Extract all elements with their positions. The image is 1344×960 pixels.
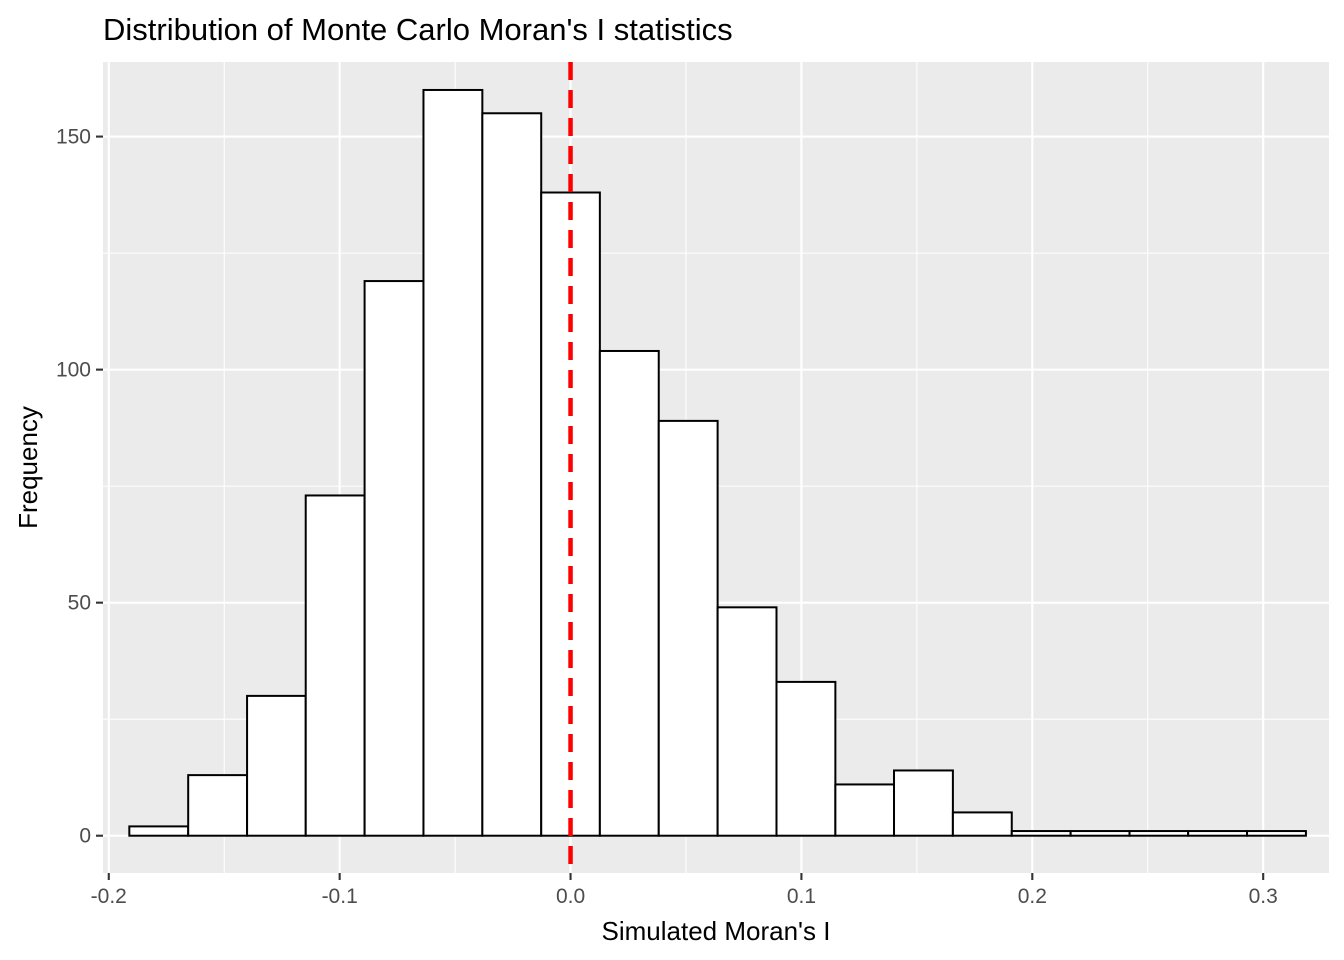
x-axis: -0.2 -0.1 0.0 0.1 0.2 0.3 <box>91 873 1278 908</box>
histogram-bar <box>1069 830 1131 837</box>
y-tick-label: 150 <box>56 126 91 149</box>
histogram-bar <box>128 825 190 837</box>
histogram-bar <box>246 694 307 837</box>
histogram-bar <box>716 606 778 837</box>
histogram-bars <box>128 88 1307 837</box>
x-tick-label: -0.1 <box>322 885 358 908</box>
chart-title: Distribution of Monte Carlo Moran's I st… <box>103 12 733 47</box>
x-tick-label: 0.3 <box>1249 885 1278 908</box>
histogram-bar <box>951 811 1013 837</box>
x-axis-title: Simulated Moran's I <box>602 916 831 946</box>
y-axis-title: Frequency <box>13 406 43 529</box>
histogram-bar <box>1128 830 1190 837</box>
histogram-bar <box>481 112 543 837</box>
histogram-bar <box>363 280 425 837</box>
histogram-bar <box>187 774 249 837</box>
x-tick-label: 0.0 <box>556 885 585 908</box>
x-tick-label: 0.1 <box>787 885 816 908</box>
histogram-bar <box>1246 830 1307 837</box>
y-tick-label: 50 <box>68 592 91 615</box>
y-tick-label: 0 <box>79 825 91 848</box>
histogram-bar <box>893 769 954 837</box>
histogram-bar <box>598 349 660 837</box>
histogram-bar <box>422 88 484 837</box>
histogram-bar <box>657 419 719 837</box>
histogram-bar <box>775 680 837 837</box>
y-axis: 0 50 100 150 <box>56 126 103 848</box>
x-tick-label: -0.2 <box>91 885 127 908</box>
histogram-bar <box>1010 830 1072 837</box>
histogram-bar <box>834 783 896 837</box>
y-tick-label: 100 <box>56 359 91 382</box>
histogram-bar <box>1187 830 1249 837</box>
histogram-bar <box>304 494 366 837</box>
x-tick-label: 0.2 <box>1018 885 1047 908</box>
